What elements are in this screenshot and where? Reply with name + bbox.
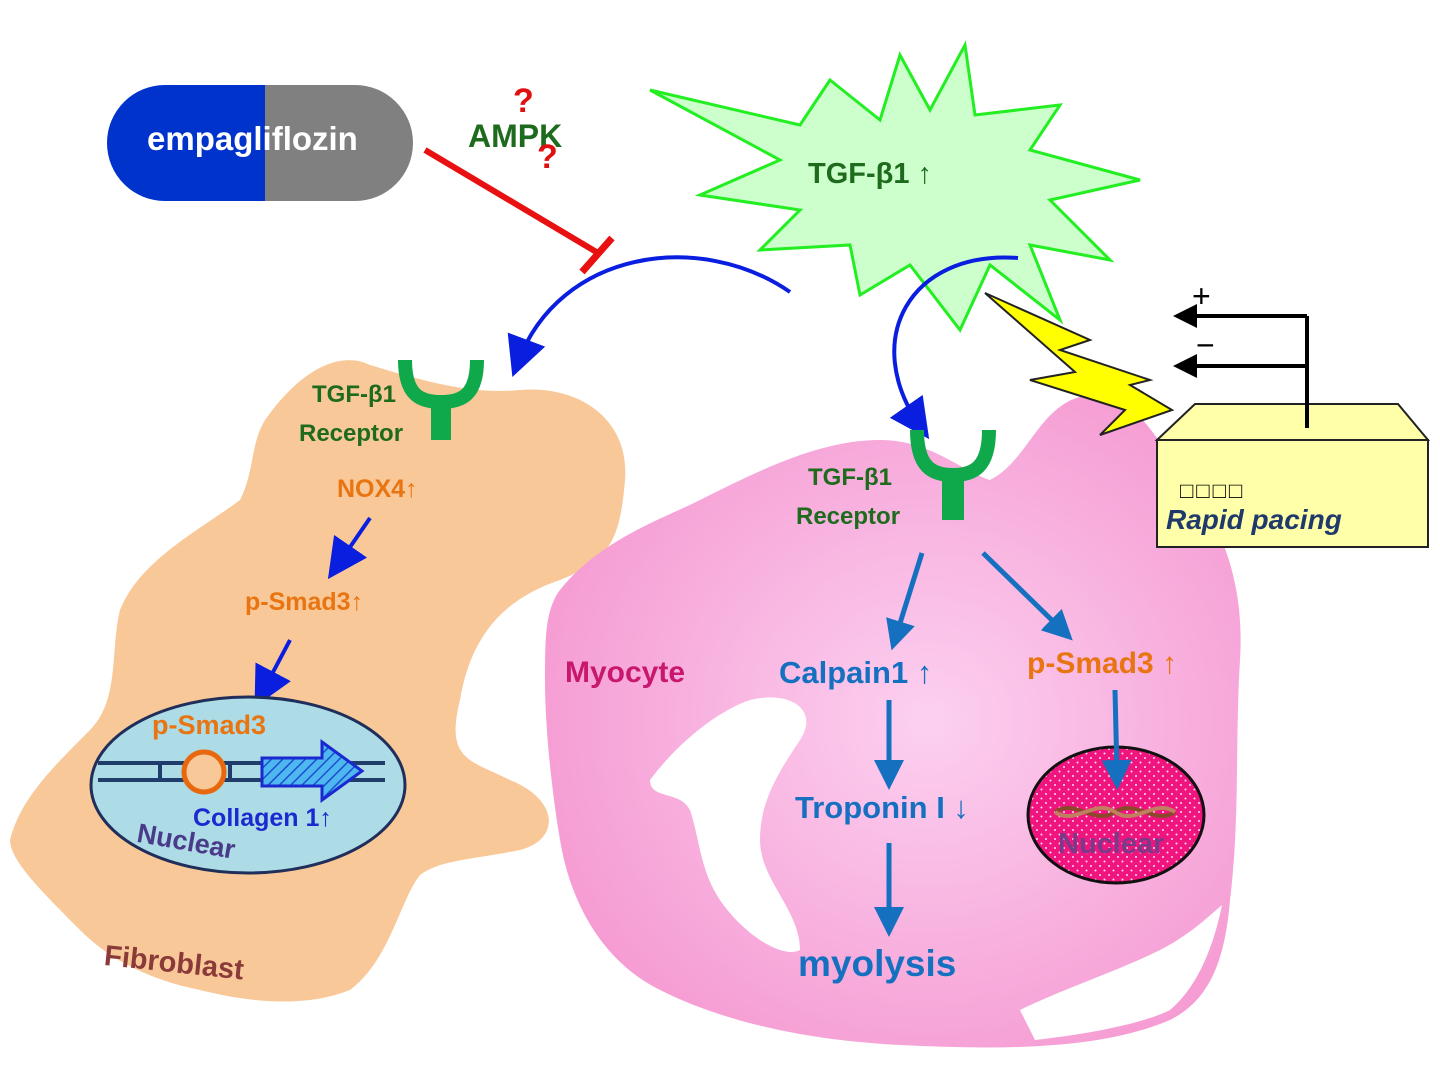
fibroblast-nucleus (89, 695, 407, 875)
arrow-receptor-to-calpain (886, 552, 925, 651)
fibroblast-nucleus-psmad3-label: p-Smad3 (152, 710, 267, 740)
ampk-label: AMPK (468, 118, 563, 154)
myocyte-nucleus-label: Nuclear (1058, 828, 1165, 860)
drug-label: empagliflozin (147, 120, 358, 157)
ampk-question-mark-bottom: ? (537, 138, 558, 176)
collagen-label: Collagen 1↑ (193, 804, 332, 832)
fibroblast-receptor-icon (398, 359, 484, 440)
myocyte-gap-left (650, 697, 807, 952)
arrow-psmad3-to-myocyte-nucleus (1101, 689, 1132, 790)
rapid-pacing-device (1154, 304, 1431, 548)
pacer-plus-label: + (1192, 278, 1211, 314)
fibroblast-cell-shape (10, 360, 626, 1002)
pacer-minus-label: − (1196, 327, 1215, 363)
arrow-tgf-to-fibroblast (507, 255, 792, 377)
arrow-nox4-to-psmad3 (327, 516, 372, 580)
fibroblast-receptor-label-2: Receptor (299, 420, 404, 447)
calpain-label: Calpain1 ↑ (779, 655, 933, 690)
collagen-gene-arrow-icon (260, 739, 365, 803)
psmad3-binding-icon (181, 749, 227, 795)
inhibition-line (423, 147, 615, 275)
myolysis-label: myolysis (798, 943, 957, 984)
fibroblast-receptor-label-1: TGF-β1 (312, 381, 396, 408)
arrow-psmad3-to-nucleus (254, 639, 292, 708)
myocyte-psmad3-label: p-Smad3 ↑ (1027, 647, 1178, 680)
empagliflozin-capsule (107, 85, 413, 201)
myocyte-gap-right (1020, 905, 1222, 1040)
pacer-placeholder-boxes: □□□□ (1180, 478, 1246, 503)
lightning-bolt-icon (984, 292, 1175, 436)
myocyte-receptor-label-2: Receptor (796, 503, 901, 530)
troponin-label: Troponin I ↓ (795, 790, 969, 825)
ampk-question-mark-top: ? (513, 82, 534, 120)
fibroblast-nox4-label: NOX4↑ (337, 475, 418, 503)
tgf-label-text: TGF-β1 (808, 158, 910, 190)
arrow-receptor-to-psmad3 (981, 551, 1073, 641)
tgf-label: TGF-β1 ↑ (808, 158, 932, 191)
arrow-tgf-to-myocyte (889, 255, 1019, 440)
fibroblast-psmad3-label: p-Smad3↑ (245, 588, 364, 616)
myocyte-cell-label: Myocyte (565, 656, 686, 689)
tgf-up-arrow: ↑ (917, 158, 933, 190)
myocyte-receptor-label-1: TGF-β1 (808, 464, 892, 491)
myocyte-receptor-icon (910, 429, 996, 520)
rapid-pacing-label: Rapid pacing (1166, 504, 1342, 535)
